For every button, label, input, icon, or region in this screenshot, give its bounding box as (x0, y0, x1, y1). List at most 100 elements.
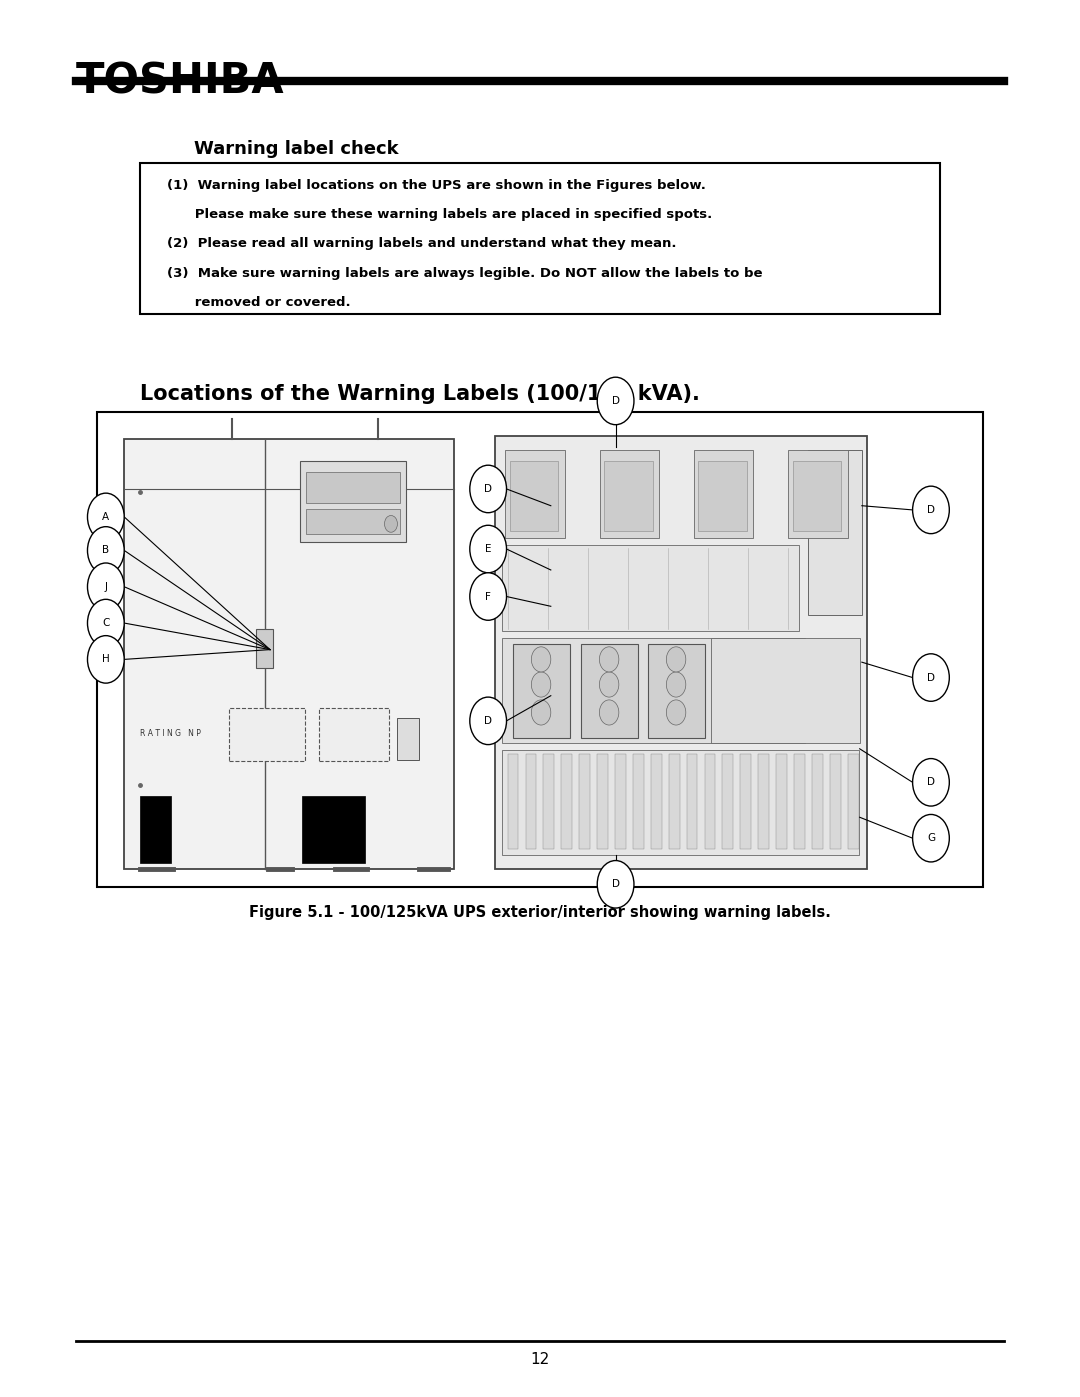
Text: Locations of the Warning Labels (100/125 kVA).: Locations of the Warning Labels (100/125… (140, 384, 700, 404)
FancyBboxPatch shape (581, 644, 638, 738)
FancyBboxPatch shape (505, 450, 565, 538)
Text: D: D (484, 715, 492, 726)
FancyBboxPatch shape (694, 450, 754, 538)
FancyBboxPatch shape (510, 461, 558, 531)
Circle shape (913, 759, 949, 806)
Text: R A T I N G   N P: R A T I N G N P (140, 729, 201, 738)
Circle shape (87, 527, 124, 574)
Circle shape (87, 599, 124, 647)
Circle shape (597, 377, 634, 425)
FancyBboxPatch shape (597, 754, 608, 849)
Circle shape (87, 563, 124, 610)
FancyBboxPatch shape (687, 754, 698, 849)
Circle shape (599, 700, 619, 725)
Circle shape (913, 814, 949, 862)
Circle shape (470, 697, 507, 745)
FancyBboxPatch shape (699, 461, 747, 531)
FancyBboxPatch shape (788, 450, 848, 538)
FancyBboxPatch shape (777, 754, 787, 849)
FancyBboxPatch shape (711, 638, 860, 743)
FancyBboxPatch shape (543, 754, 554, 849)
FancyBboxPatch shape (306, 472, 400, 503)
Text: TOSHIBA: TOSHIBA (301, 472, 325, 478)
FancyBboxPatch shape (812, 754, 823, 849)
Text: D: D (927, 777, 935, 788)
FancyBboxPatch shape (794, 754, 805, 849)
FancyBboxPatch shape (526, 754, 537, 849)
Text: J: J (105, 581, 107, 592)
Circle shape (87, 493, 124, 541)
Circle shape (666, 647, 686, 672)
FancyBboxPatch shape (306, 509, 400, 534)
FancyBboxPatch shape (319, 708, 389, 761)
FancyBboxPatch shape (502, 638, 805, 743)
Text: D: D (927, 672, 935, 683)
FancyBboxPatch shape (704, 754, 715, 849)
Circle shape (666, 700, 686, 725)
Text: (2)  Please read all warning labels and understand what they mean.: (2) Please read all warning labels and u… (167, 237, 677, 250)
FancyBboxPatch shape (513, 644, 570, 738)
Circle shape (470, 465, 507, 513)
Text: D: D (927, 504, 935, 515)
Text: Warning label check: Warning label check (194, 140, 399, 158)
Text: removed or covered.: removed or covered. (167, 296, 351, 309)
FancyBboxPatch shape (604, 461, 652, 531)
FancyBboxPatch shape (848, 754, 859, 849)
FancyBboxPatch shape (633, 754, 644, 849)
FancyBboxPatch shape (741, 754, 752, 849)
FancyBboxPatch shape (793, 461, 841, 531)
FancyBboxPatch shape (808, 450, 862, 615)
FancyBboxPatch shape (495, 436, 867, 869)
Text: H: H (102, 654, 110, 665)
FancyBboxPatch shape (300, 461, 406, 542)
Circle shape (597, 861, 634, 908)
Circle shape (913, 486, 949, 534)
FancyBboxPatch shape (648, 644, 705, 738)
Circle shape (599, 672, 619, 697)
Text: D: D (484, 483, 492, 495)
FancyBboxPatch shape (669, 754, 679, 849)
FancyBboxPatch shape (229, 708, 305, 761)
FancyBboxPatch shape (124, 439, 454, 869)
Circle shape (913, 654, 949, 701)
FancyBboxPatch shape (579, 754, 590, 849)
FancyBboxPatch shape (502, 750, 859, 855)
Text: Figure 5.1 - 100/125kVA UPS exterior/interior showing warning labels.: Figure 5.1 - 100/125kVA UPS exterior/int… (249, 905, 831, 921)
FancyBboxPatch shape (502, 545, 799, 631)
Text: (3)  Make sure warning labels are always legible. Do NOT allow the labels to be: (3) Make sure warning labels are always … (167, 267, 762, 279)
Text: D: D (611, 879, 620, 890)
Text: F: F (485, 591, 491, 602)
Circle shape (470, 573, 507, 620)
FancyBboxPatch shape (508, 754, 518, 849)
FancyBboxPatch shape (599, 450, 659, 538)
FancyBboxPatch shape (562, 754, 572, 849)
Circle shape (470, 525, 507, 573)
Text: 12: 12 (530, 1352, 550, 1368)
FancyBboxPatch shape (140, 163, 940, 314)
FancyBboxPatch shape (723, 754, 733, 849)
FancyBboxPatch shape (651, 754, 662, 849)
Circle shape (384, 515, 397, 532)
Circle shape (531, 647, 551, 672)
Text: C: C (103, 617, 109, 629)
Text: B: B (103, 545, 109, 556)
Text: TOSHIBA: TOSHIBA (76, 60, 284, 102)
FancyBboxPatch shape (829, 754, 840, 849)
Circle shape (531, 672, 551, 697)
Text: Please make sure these warning labels are placed in specified spots.: Please make sure these warning labels ar… (167, 208, 713, 221)
Circle shape (87, 636, 124, 683)
FancyBboxPatch shape (758, 754, 769, 849)
Text: G: G (927, 833, 935, 844)
Text: A: A (103, 511, 109, 522)
FancyBboxPatch shape (97, 412, 983, 887)
Circle shape (531, 700, 551, 725)
FancyBboxPatch shape (615, 754, 625, 849)
Circle shape (666, 672, 686, 697)
Text: D: D (611, 395, 620, 407)
Text: E: E (485, 543, 491, 555)
FancyBboxPatch shape (140, 796, 171, 863)
Text: (1)  Warning label locations on the UPS are shown in the Figures below.: (1) Warning label locations on the UPS a… (167, 179, 706, 191)
FancyBboxPatch shape (397, 718, 419, 760)
Circle shape (599, 647, 619, 672)
FancyBboxPatch shape (256, 629, 273, 668)
